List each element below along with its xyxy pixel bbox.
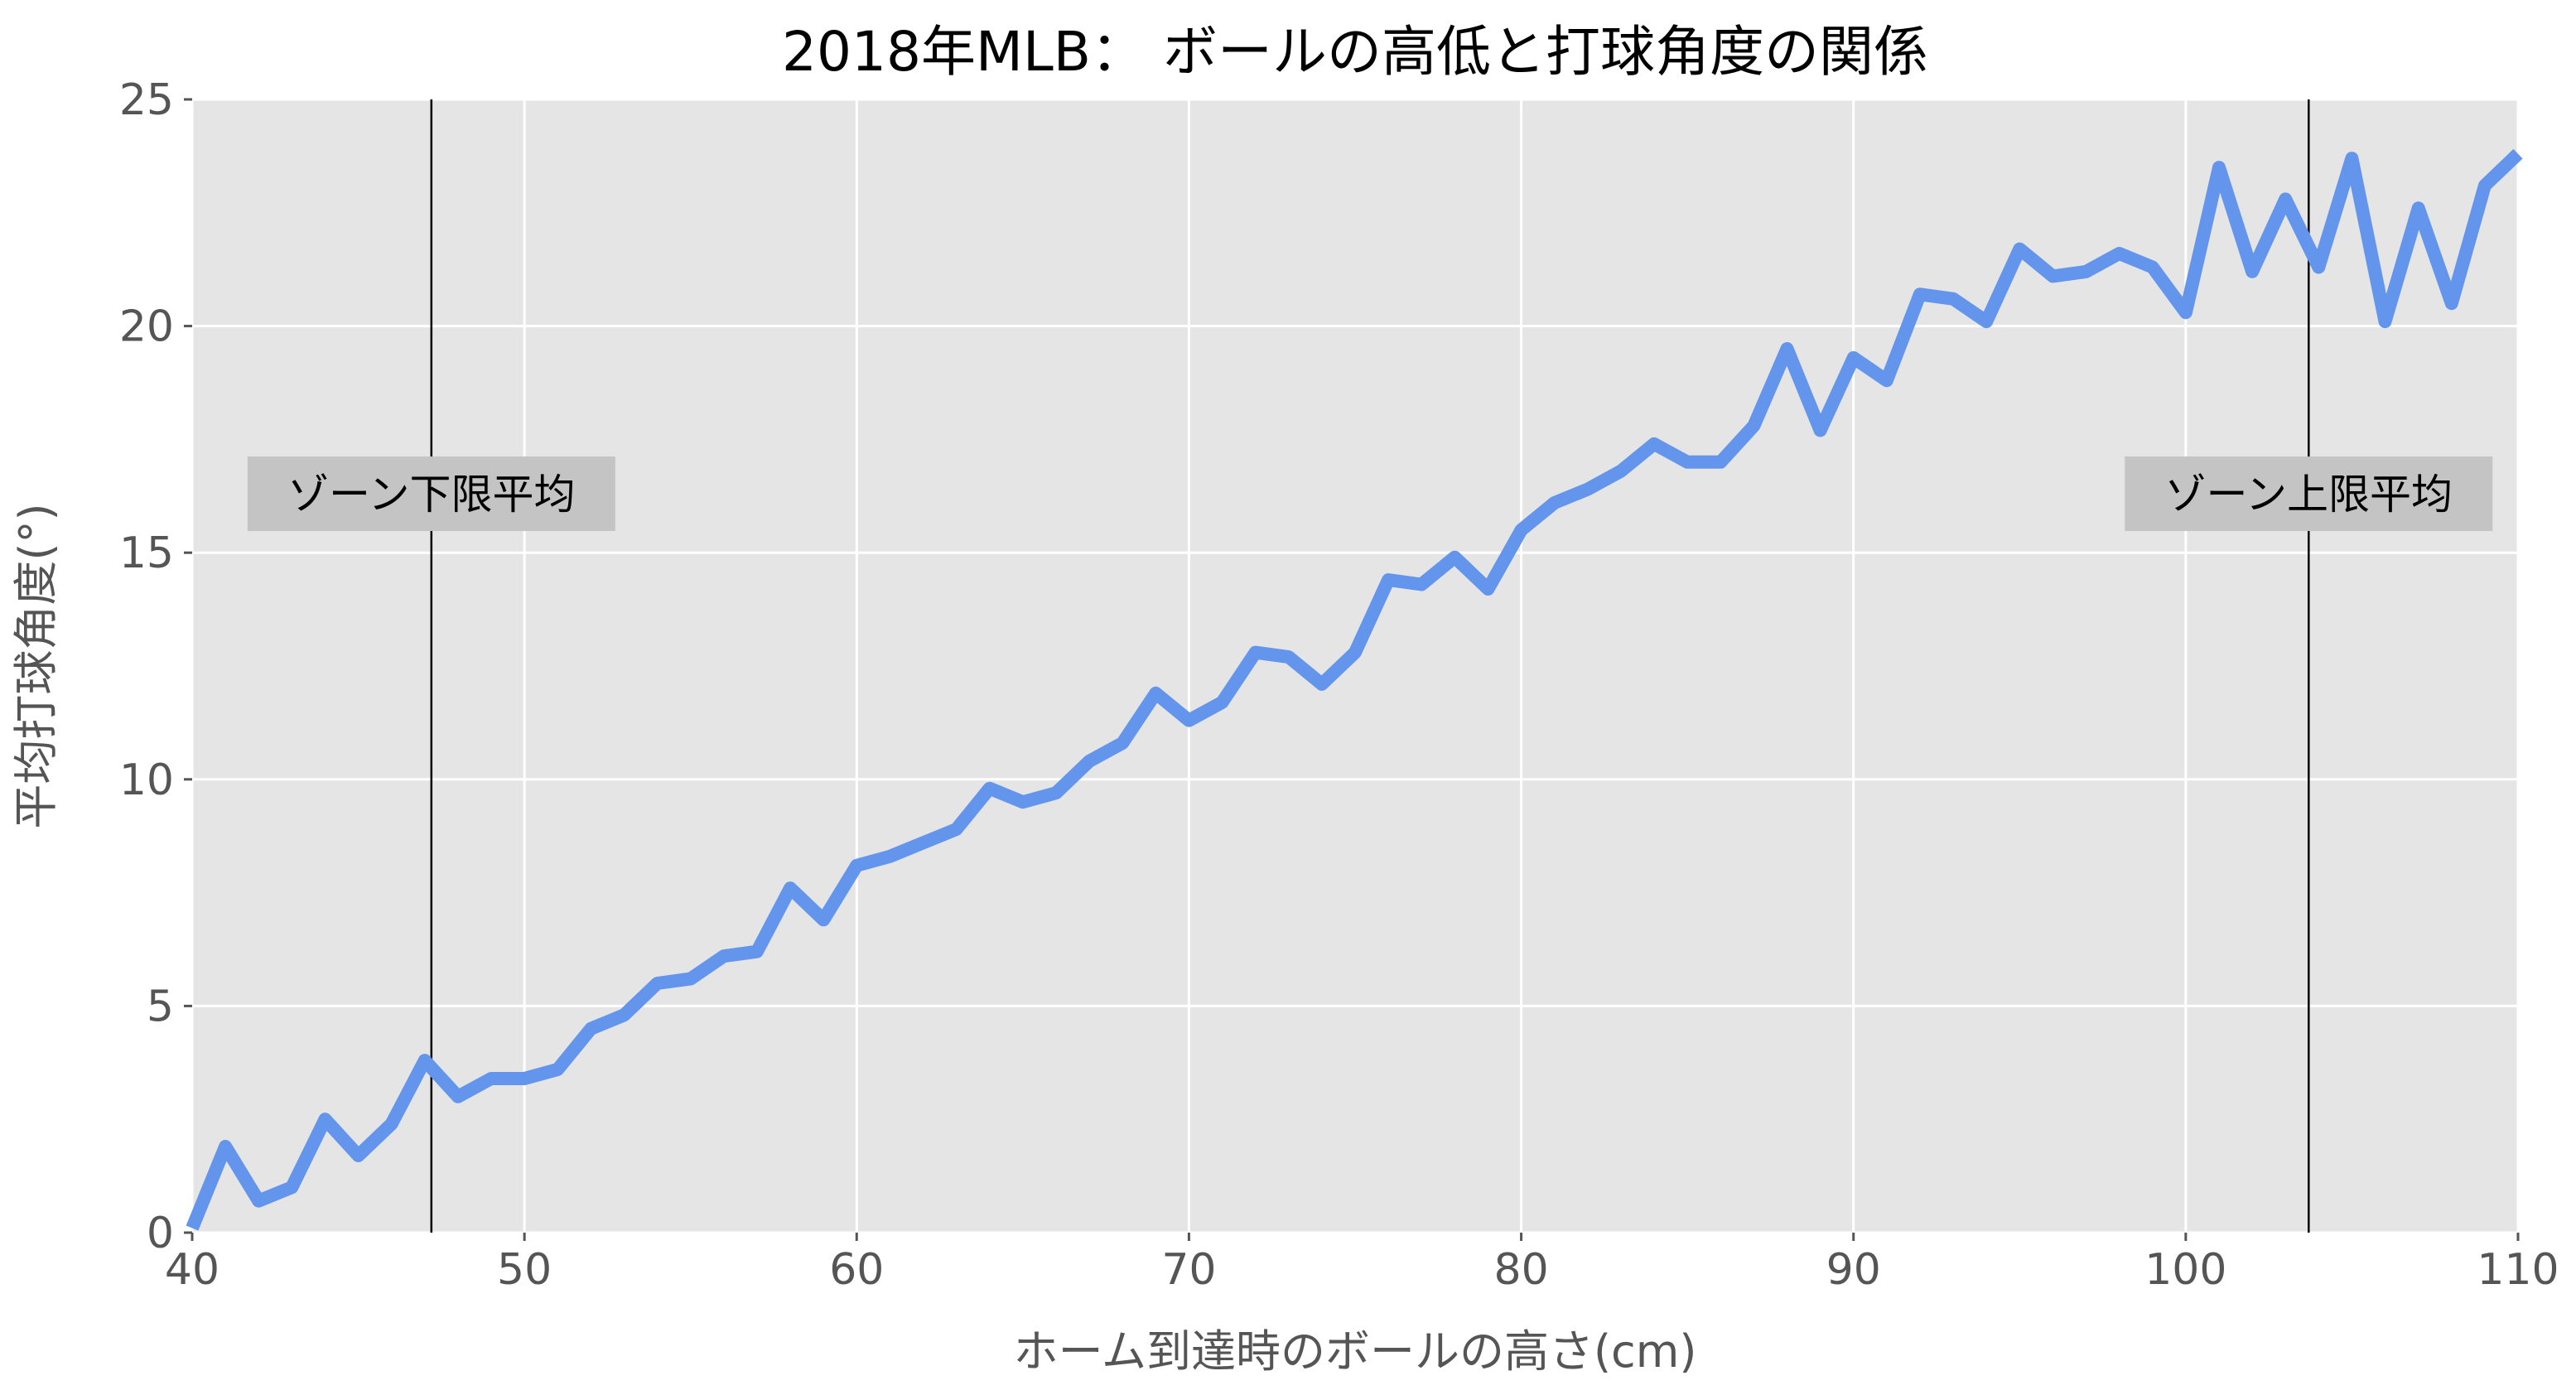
y-tick-label: 25 <box>119 75 174 125</box>
x-axis-ticks: 40 50 60 70 80 90 100 110 <box>165 1233 2559 1295</box>
y-tick-label: 0 <box>147 1209 174 1258</box>
y-axis-ticks: 0 5 10 15 20 25 <box>119 75 192 1258</box>
x-tick-label: 110 <box>2477 1245 2559 1295</box>
y-axis-label: 平均打球角度(°) <box>10 503 62 828</box>
x-tick-label: 40 <box>165 1245 219 1295</box>
series-group <box>186 148 2523 1231</box>
zone-lines <box>430 99 2310 1233</box>
annotation-label: ゾーン下限平均 <box>287 471 576 519</box>
annotation-box <box>2125 456 2493 532</box>
annotation-label: ゾーン上限平均 <box>2165 471 2453 519</box>
y-tick-label: 10 <box>119 755 174 805</box>
x-tick-label: 70 <box>1161 1245 1216 1295</box>
y-tick-label: 15 <box>119 529 174 578</box>
annotation-box <box>247 456 615 532</box>
y-tick-label: 5 <box>147 982 174 1031</box>
x-tick-label: 100 <box>2144 1245 2226 1295</box>
x-tick-label: 80 <box>1493 1245 1548 1295</box>
grid <box>191 98 2520 1234</box>
annotations: ゾーン下限平均 ゾーン上限平均 <box>247 456 2493 532</box>
x-tick-label: 60 <box>829 1245 884 1295</box>
x-axis-label: ホーム到達時のボールの高さ(cm) <box>1014 1325 1697 1378</box>
series-line <box>186 148 2523 1231</box>
chart-title: 2018年MLB： ボールの高低と打球角度の関係 <box>782 20 1928 84</box>
y-tick-label: 20 <box>119 302 174 352</box>
plot-background <box>192 99 2518 1233</box>
x-tick-label: 90 <box>1826 1245 1881 1295</box>
x-tick-label: 50 <box>497 1245 552 1295</box>
